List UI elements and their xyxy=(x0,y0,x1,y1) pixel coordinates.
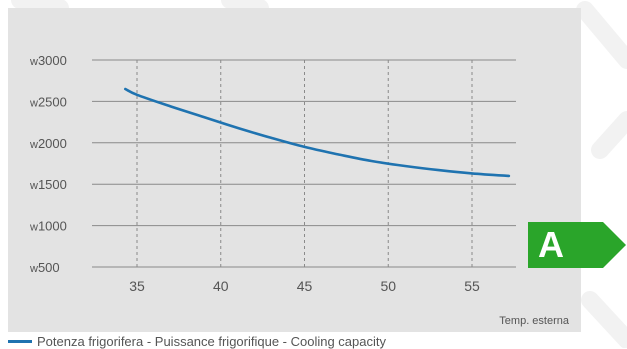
y-tick-label: w1000 xyxy=(29,219,67,234)
x-tick-label: 40 xyxy=(213,278,229,294)
grid-lines xyxy=(92,59,516,268)
y-tick-value: 2000 xyxy=(38,136,67,151)
energy-class-arrow xyxy=(528,222,626,268)
y-tick-unit: w xyxy=(29,222,38,234)
y-tick-label: w500 xyxy=(29,260,60,275)
y-tick-label: w2500 xyxy=(29,94,67,109)
energy-class-badge xyxy=(528,222,626,268)
y-tick-value: 3000 xyxy=(38,53,67,68)
legend-swatch xyxy=(8,339,32,343)
x-tick-label: 50 xyxy=(380,278,396,294)
x-tick-labels: 35 40 45 50 55 xyxy=(129,278,480,294)
x-tick-label: 35 xyxy=(129,278,145,294)
legend-label: Potenza frigorifera - Puissance frigorif… xyxy=(37,333,387,349)
y-tick-unit: w xyxy=(29,180,38,192)
cooling-capacity-line xyxy=(124,87,511,178)
x-axis-label: Temp. esterna xyxy=(499,315,570,327)
y-tick-unit: w xyxy=(29,97,38,109)
y-tick-value: 500 xyxy=(38,260,60,275)
y-tick-unit: w xyxy=(29,139,38,151)
x-tick-label: 55 xyxy=(464,278,480,294)
y-tick-value: 1500 xyxy=(38,177,67,192)
y-tick-unit: w xyxy=(29,56,38,68)
y-tick-label: w1500 xyxy=(29,177,67,192)
y-tick-label: w3000 xyxy=(29,53,67,68)
energy-class-letter: A xyxy=(538,224,564,265)
y-tick-label: w2000 xyxy=(29,136,67,151)
legend: Potenza frigorifera - Puissance frigorif… xyxy=(8,333,386,349)
y-tick-unit: w xyxy=(29,263,38,275)
chart-panel: w500 w1000 w1500 w2000 w2500 w3000 35 40 45 50 55… xyxy=(8,8,581,332)
y-tick-value: 1000 xyxy=(38,219,67,234)
x-tick-label: 45 xyxy=(297,278,313,294)
y-tick-value: 2500 xyxy=(38,94,67,109)
